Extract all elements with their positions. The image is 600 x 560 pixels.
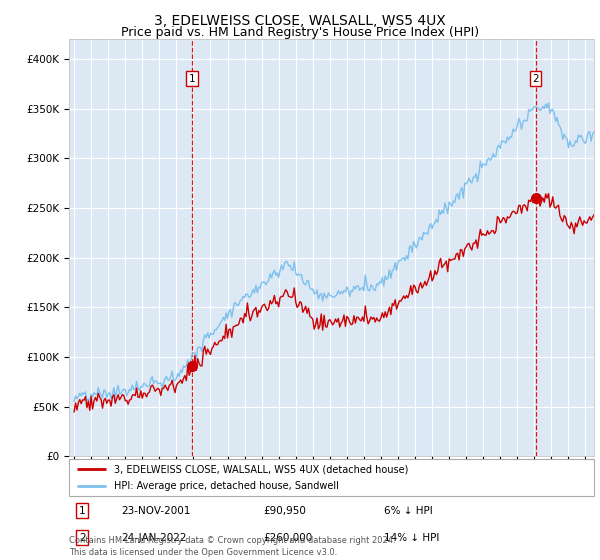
Text: 2: 2 <box>532 74 539 84</box>
Text: 14% ↓ HPI: 14% ↓ HPI <box>384 533 439 543</box>
Text: 3, EDELWEISS CLOSE, WALSALL, WS5 4UX (detached house): 3, EDELWEISS CLOSE, WALSALL, WS5 4UX (de… <box>113 464 408 474</box>
Text: Price paid vs. HM Land Registry's House Price Index (HPI): Price paid vs. HM Land Registry's House … <box>121 26 479 39</box>
Text: 3, EDELWEISS CLOSE, WALSALL, WS5 4UX: 3, EDELWEISS CLOSE, WALSALL, WS5 4UX <box>154 14 446 28</box>
Text: £90,950: £90,950 <box>263 506 306 516</box>
Text: 2: 2 <box>79 533 85 543</box>
Text: 24-JAN-2022: 24-JAN-2022 <box>121 533 187 543</box>
Text: 1: 1 <box>188 74 195 84</box>
Text: £260,000: £260,000 <box>263 533 313 543</box>
Text: 23-NOV-2001: 23-NOV-2001 <box>121 506 191 516</box>
Text: 1: 1 <box>79 506 85 516</box>
Text: Contains HM Land Registry data © Crown copyright and database right 2024.
This d: Contains HM Land Registry data © Crown c… <box>69 536 395 557</box>
Text: 6% ↓ HPI: 6% ↓ HPI <box>384 506 433 516</box>
Text: HPI: Average price, detached house, Sandwell: HPI: Average price, detached house, Sand… <box>113 481 338 491</box>
